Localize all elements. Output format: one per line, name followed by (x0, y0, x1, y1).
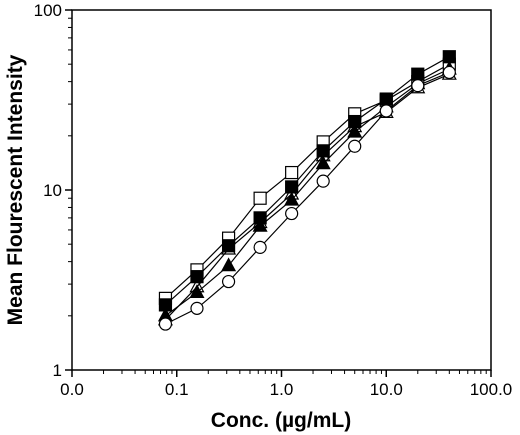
x-tick-label: 0.0 (60, 380, 84, 399)
data-point-open-circle (253, 240, 267, 254)
x-tick-label: 1.0 (270, 380, 294, 399)
axis-ticks (65, 9, 492, 377)
data-point-filled-triangle (347, 123, 363, 138)
series-line-open-square (164, 63, 450, 299)
data-point-open-triangle (347, 118, 363, 133)
data-point-filled-square (190, 270, 204, 284)
series-markers (157, 50, 457, 331)
data-point-filled-triangle (221, 257, 237, 272)
y-tick-labels: 1 10 100 (34, 1, 62, 380)
series-line-open-triangle (164, 73, 450, 321)
y-tick-label: 1 (53, 361, 62, 380)
series-lines (164, 56, 450, 325)
series-line-filled-square (165, 56, 450, 306)
data-point-open-circle (411, 79, 425, 93)
series-line-open-circle (165, 71, 450, 325)
data-point-open-triangle (221, 240, 237, 255)
data-point-open-circle (442, 65, 456, 80)
data-point-open-triangle (315, 147, 331, 162)
series-line-filled-triangle (165, 68, 450, 317)
x-tick-label: 10.0 (370, 380, 403, 399)
x-axis-title: Conc. (µg/mL) (211, 409, 351, 432)
data-point-open-circle (158, 317, 173, 331)
data-point-open-circle (190, 301, 204, 315)
data-point-open-circle (348, 139, 362, 153)
data-point-filled-triangle (252, 217, 268, 232)
data-point-open-square (285, 165, 299, 180)
data-point-open-triangle (252, 214, 268, 229)
data-point-open-circle (379, 104, 393, 118)
data-point-open-circle (316, 174, 330, 188)
data-point-filled-square (316, 144, 330, 158)
y-tick-label: 10 (43, 181, 62, 200)
y-axis-title: Mean Flourescent Intensity (4, 54, 27, 325)
data-point-open-square (253, 191, 267, 205)
plot-frame (71, 9, 492, 371)
x-tick-label: 0.1 (165, 380, 189, 399)
x-tick-labels: 0.0 0.1 1.0 10.0 100.0 (60, 380, 512, 399)
y-tick-label: 100 (34, 1, 62, 20)
data-point-open-triangle (284, 185, 300, 200)
data-point-open-circle (285, 206, 299, 221)
data-point-filled-triangle (315, 155, 331, 170)
data-point-open-circle (221, 274, 236, 289)
x-tick-label: 100.0 (470, 380, 513, 399)
data-point-open-triangle (189, 278, 205, 293)
